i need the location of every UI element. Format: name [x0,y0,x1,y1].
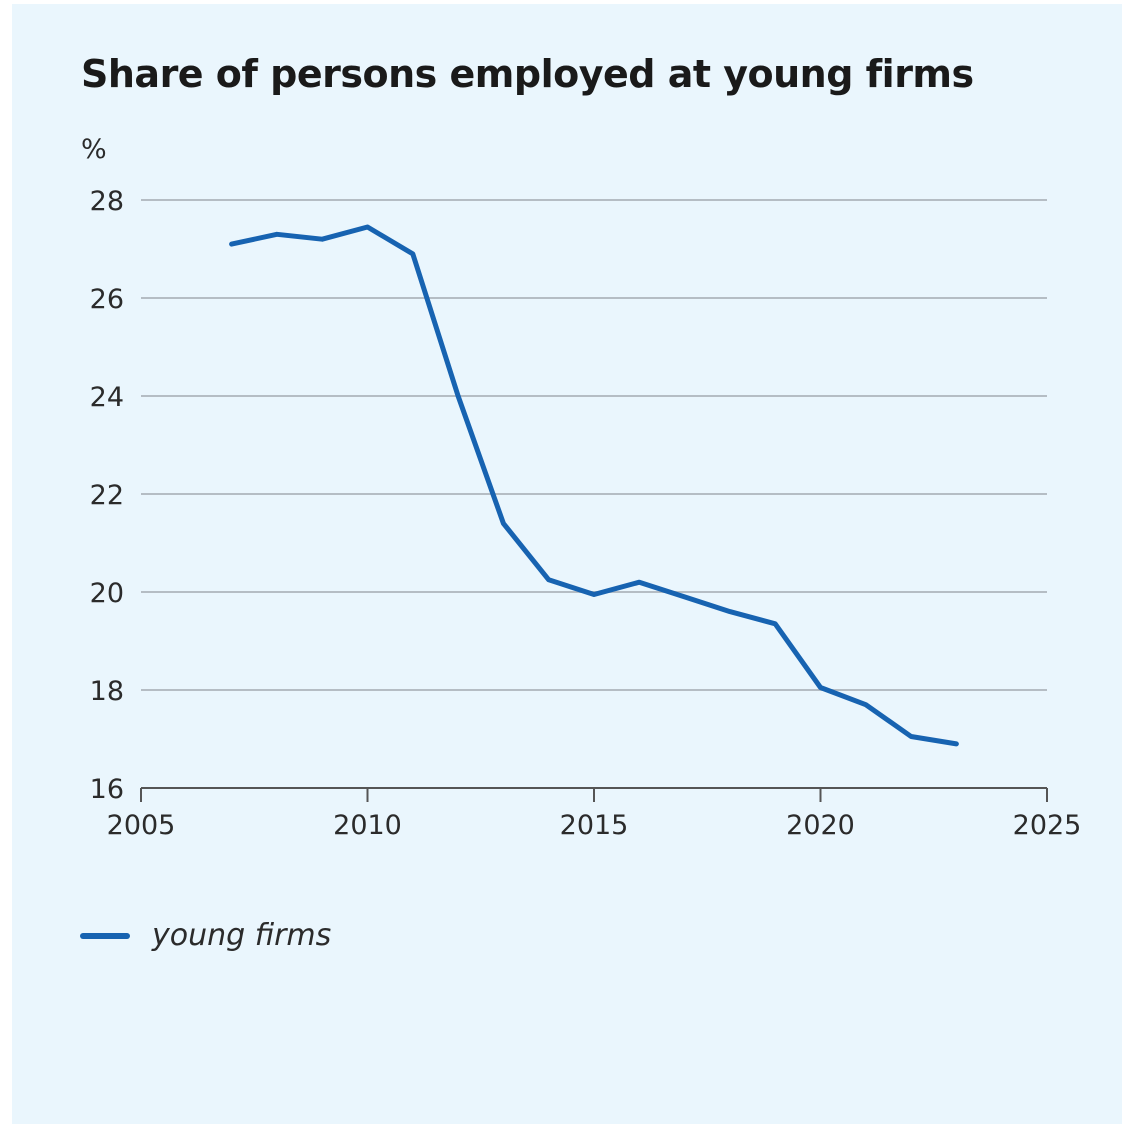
data-point-2010 [365,224,370,229]
data-point-2016 [637,580,642,585]
data-point-2007 [229,242,234,247]
x-tick-label-2010: 2010 [333,810,402,841]
data-point-2023 [954,741,959,746]
series-line-0 [229,224,959,747]
y-tick-label-26: 26 [90,284,124,315]
y-tick-label-16: 16 [90,774,124,805]
y-axis-unit: % [81,134,107,165]
data-point-2015 [592,592,597,597]
y-tick-label-20: 20 [90,578,124,609]
data-point-2009 [320,237,325,242]
y-tick-label-18: 18 [90,676,124,707]
data-point-2017 [682,594,687,599]
data-point-2013 [501,521,506,526]
data-point-2011 [410,251,415,256]
data-point-2008 [274,232,279,237]
y-tick-label-22: 22 [90,480,124,511]
data-point-2019 [773,621,778,626]
y-tick-label-28: 28 [90,186,124,217]
data-point-2012 [456,394,461,399]
x-tick-label-2020: 2020 [786,810,855,841]
y-tick-label-24: 24 [90,382,124,413]
legend: young firms [80,918,331,953]
x-tick-label-2015: 2015 [560,810,629,841]
data-point-2018 [727,609,732,614]
legend-swatch [80,932,130,939]
chart-panel [12,4,1122,1124]
data-point-2021 [863,702,868,707]
x-tick-label-2025: 2025 [1013,810,1082,841]
data-point-2022 [909,734,914,739]
chart-title: Share of persons employed at young firms [81,52,974,96]
data-point-2014 [546,577,551,582]
legend-label: young firms [152,918,332,953]
data-point-2020 [818,685,823,690]
x-tick-label-2005: 2005 [107,810,176,841]
